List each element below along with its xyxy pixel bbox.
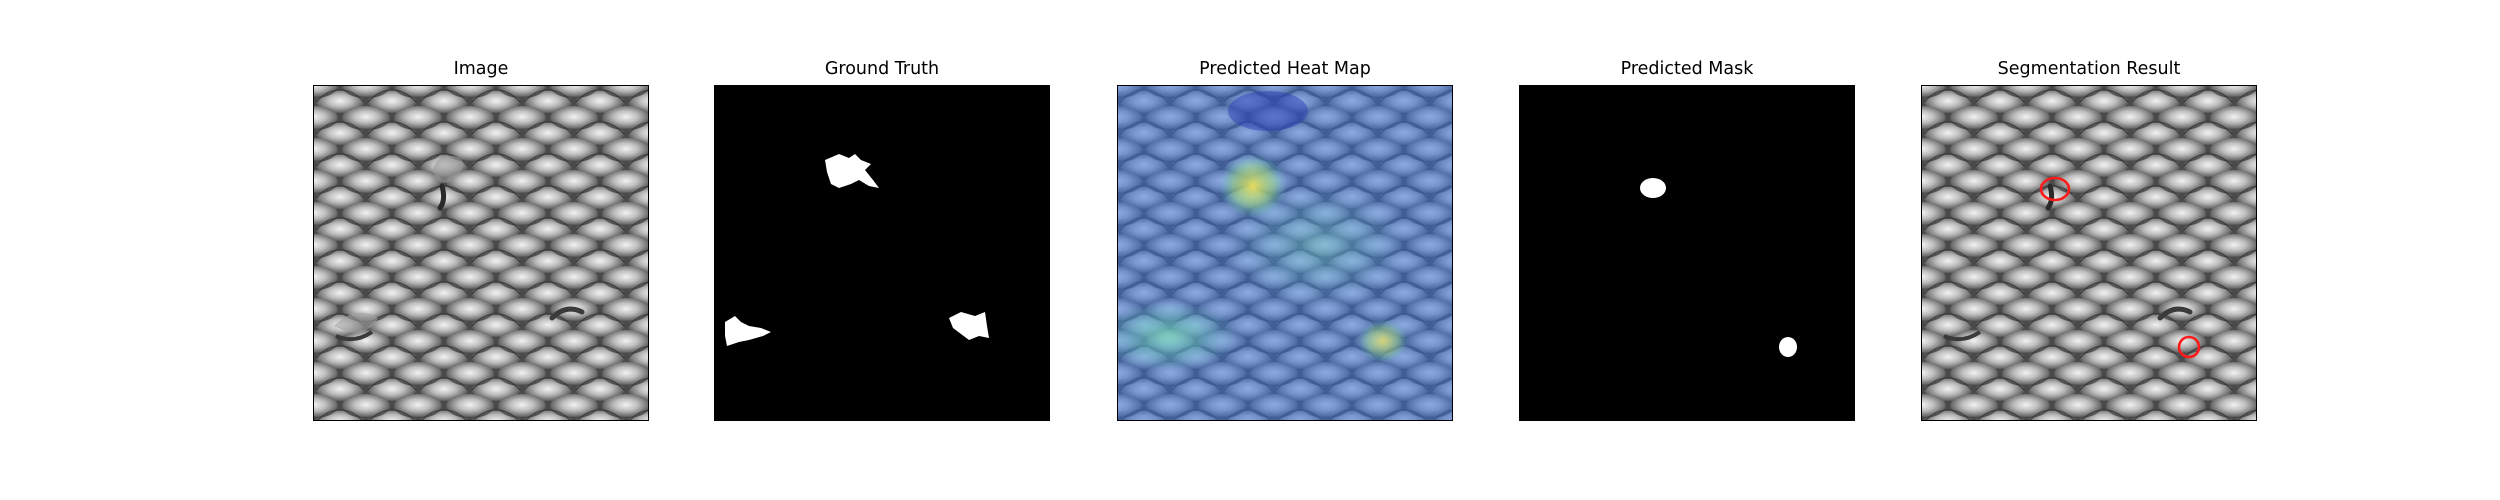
heat-low-zone [1228, 91, 1308, 131]
defect-stroke [1943, 330, 1982, 342]
heat-hotspot [1357, 319, 1409, 363]
ground-truth-mask [715, 86, 1049, 420]
contour [2039, 176, 2071, 202]
defect-region [334, 312, 378, 333]
defect-stroke [2157, 306, 2193, 321]
panel-title: Segmentation Result [1997, 59, 2181, 79]
mesh-image [314, 86, 648, 420]
panel-ground-truth: Ground Truth [714, 0, 1050, 500]
ground-truth-frame [714, 85, 1050, 421]
panel-predicted-mask: Predicted Mask [1519, 0, 1855, 500]
image-frame [313, 85, 649, 421]
panel-title: Predicted Heat Map [1199, 59, 1371, 79]
panel-title: Predicted Mask [1620, 59, 1754, 79]
gt-region [725, 316, 771, 346]
heat-map-frame [1117, 85, 1453, 421]
panel-heat-map: Predicted Heat Map [1117, 0, 1453, 500]
defect-stroke [437, 183, 447, 211]
defect-region [433, 155, 464, 183]
predicted-mask-frame [1519, 85, 1855, 421]
panel-title: Image [453, 59, 509, 79]
segmentation-frame [1921, 85, 2257, 421]
heat-map [1118, 86, 1452, 420]
pred-region [1640, 178, 1666, 198]
defect-stroke [549, 306, 585, 321]
gt-region [825, 154, 879, 188]
defect-stroke [335, 330, 374, 342]
heat-warm-zone [1118, 300, 1238, 372]
panel-image: Image [313, 0, 649, 500]
panel-segmentation-result: Segmentation Result [1921, 0, 2257, 500]
heat-warm-zone [1228, 186, 1408, 306]
contour [2177, 335, 2201, 359]
predicted-mask [1520, 86, 1854, 420]
pred-region [1779, 337, 1797, 357]
segmentation-result [1922, 86, 2256, 420]
gt-region [949, 312, 989, 340]
panel-title: Ground Truth [824, 59, 940, 79]
